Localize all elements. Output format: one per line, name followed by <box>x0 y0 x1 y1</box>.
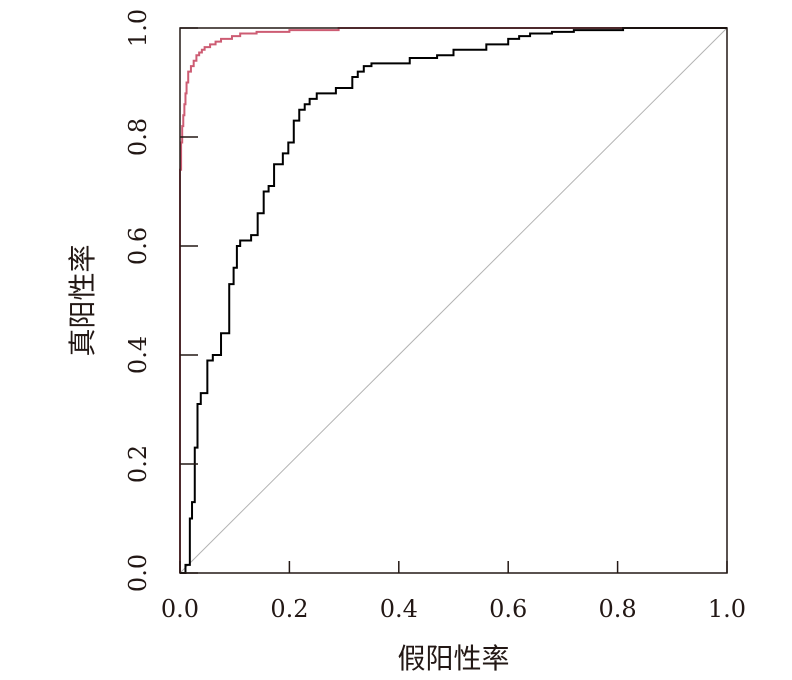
x-tick-label: 0.0 <box>161 595 199 623</box>
plot-area <box>179 27 728 574</box>
reference-diagonal-line <box>179 27 728 574</box>
x-tick-label: 0.8 <box>599 595 637 623</box>
y-tick-label: 0.6 <box>124 227 152 265</box>
x-axis-title: 假阳性率 <box>397 642 509 675</box>
y-tick-label: 1.0 <box>124 9 152 47</box>
y-axis-title: 真阳性率 <box>66 244 99 356</box>
y-tick-label: 0.8 <box>124 118 152 156</box>
y-axis: 0.0 0.2 0.4 0.6 0.8 1.0 <box>124 9 198 592</box>
x-tick-label: 1.0 <box>708 595 746 623</box>
y-tick-label: 0.0 <box>124 554 152 592</box>
y-tick-label: 0.2 <box>124 445 152 483</box>
roc-curve-series-2 <box>180 27 727 574</box>
x-tick-label: 0.4 <box>380 595 418 623</box>
roc-curve-series-1 <box>179 27 727 573</box>
x-tick-label: 0.6 <box>489 595 527 623</box>
x-axis: 0.0 0.2 0.4 0.6 0.8 1.0 <box>161 561 746 623</box>
x-tick-label: 0.2 <box>270 595 308 623</box>
plot-frame <box>179 27 728 574</box>
y-tick-label: 0.4 <box>124 336 152 374</box>
